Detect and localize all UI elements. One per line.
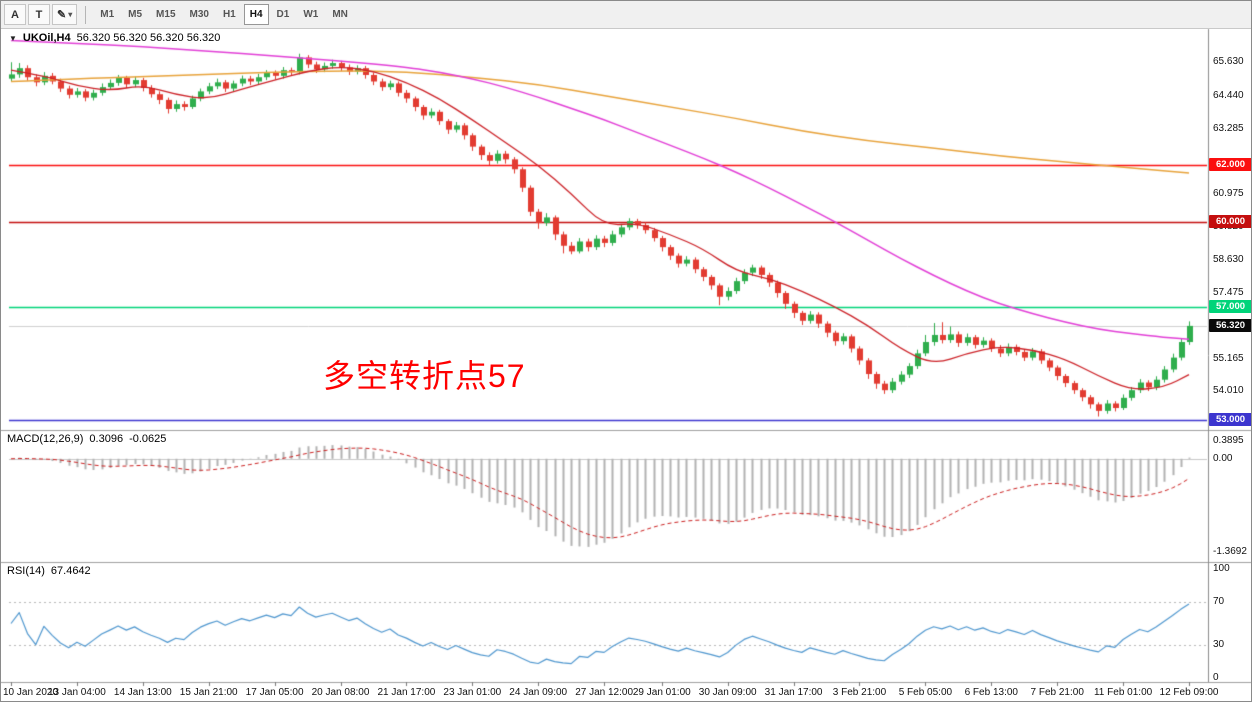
chart-ohlc-values: 56.320 56.320 56.320 56.320 xyxy=(76,32,221,44)
pencil-icon: ✎ xyxy=(57,9,67,21)
chart-title: ▼ UKOil,H4 56.320 56.320 56.320 56.320 xyxy=(9,32,220,44)
chart-symbol-label: UKOil,H4 xyxy=(22,32,71,44)
rsi-value: 67.4642 xyxy=(50,565,91,577)
timeframe-button-h4[interactable]: H4 xyxy=(243,4,269,25)
rsi-indicator-label: RSI(14) 67.4642 xyxy=(7,565,91,577)
macd-signal-value: -0.0625 xyxy=(129,433,167,445)
toolbar: A T ✎ ▾ M1 M5 M15 M30 H1 H4 D1 W1 MN xyxy=(1,1,1251,29)
rsi-name: RSI(14) xyxy=(7,565,45,577)
macd-name: MACD(12,26,9) xyxy=(7,433,84,445)
timeframe-button-h1[interactable]: H1 xyxy=(217,4,242,25)
draw-tool-button[interactable]: ✎ ▾ xyxy=(52,4,78,25)
timeframe-button-m1[interactable]: M1 xyxy=(94,4,120,25)
timeframe-button-m30[interactable]: M30 xyxy=(184,4,215,25)
timeframe-button-m5[interactable]: M5 xyxy=(122,4,148,25)
chart-annotation-text[interactable]: 多空转折点57 xyxy=(323,358,526,394)
text-tool-button[interactable]: T xyxy=(28,4,50,25)
symbol-dropdown-icon[interactable]: ▼ xyxy=(9,33,17,43)
timeframe-button-mn[interactable]: MN xyxy=(326,4,354,25)
macd-main-value: 0.3096 xyxy=(89,433,124,445)
macd-indicator-label: MACD(12,26,9) 0.3096 -0.0625 xyxy=(7,433,166,445)
chevron-down-icon: ▾ xyxy=(68,10,73,19)
timeframe-button-w1[interactable]: W1 xyxy=(297,4,324,25)
timeframe-button-m15[interactable]: M15 xyxy=(150,4,181,25)
toolbar-separator xyxy=(85,5,87,24)
arrow-tool-button[interactable]: A xyxy=(4,4,26,25)
timeframe-button-d1[interactable]: D1 xyxy=(271,4,296,25)
